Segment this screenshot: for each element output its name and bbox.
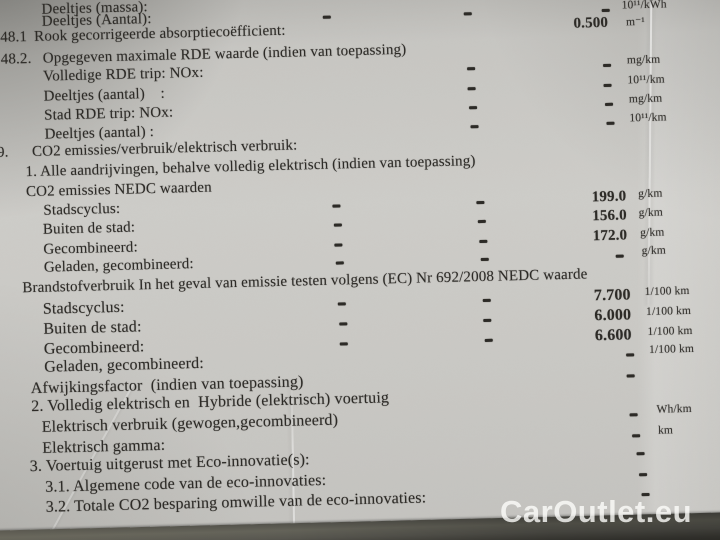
dash-mark-col2: [479, 239, 488, 243]
dash-mark-col1: [339, 322, 348, 326]
row-label: CO2 emissies NEDC waarden: [25, 179, 212, 201]
dash-mark-col1: [332, 204, 341, 208]
row-value: 6.600: [594, 326, 632, 345]
row-label: Deeltjes (aantal) :: [43, 85, 166, 105]
dash-mark-col1: [334, 243, 343, 247]
dash-mark-col2: [467, 87, 476, 90]
row-label: Gecombineerd:: [43, 239, 138, 258]
row-unit: mg/km: [628, 92, 663, 106]
dash-mark-col2: [477, 219, 486, 223]
row-unit: 1/100 km: [648, 342, 695, 356]
dash-mark-col2: [463, 12, 472, 15]
dash-mark-value: [636, 452, 645, 455]
dash-mark-col2: [480, 257, 489, 261]
dash-mark-value: [604, 102, 614, 106]
row-unit: g/km: [638, 187, 663, 201]
dash-mark-col1: [339, 342, 348, 346]
row-label: Geladen, gecombineerd:: [43, 256, 194, 276]
row-unit: 1/100 km: [645, 304, 692, 319]
dash-mark-col2: [484, 338, 493, 342]
watermark: CarOutlet.eu: [500, 494, 693, 529]
dash-mark-col2: [470, 125, 479, 128]
row-number: 48.1: [0, 29, 28, 46]
row-unit: 10¹¹/kWh: [621, 0, 667, 12]
row-value: 6.000: [594, 306, 632, 325]
row-label: Volledige RDE trip: NOx:: [42, 64, 204, 85]
dash-mark-value: [603, 63, 612, 67]
row-unit: g/km: [641, 244, 667, 258]
row-label: Geladen, gecombineerd:: [44, 354, 205, 376]
row-unit: km: [657, 424, 674, 437]
row-label: Stad RDE trip: NOx:: [43, 104, 174, 124]
row-unit: mg/km: [626, 53, 661, 67]
row-number: 9.: [0, 144, 9, 161]
row-unit: Wh/km: [656, 402, 692, 416]
row-value: 7.700: [593, 286, 631, 305]
row-value: 0.500: [573, 14, 609, 32]
dash-mark-col1: [335, 261, 344, 265]
row-unit: g/km: [638, 206, 664, 220]
dash-mark-col2: [476, 200, 485, 204]
dash-mark-col1: [333, 223, 342, 227]
dash-mark-col2: [469, 106, 478, 109]
row-value: 172.0: [592, 227, 628, 245]
row-unit: 1/100 km: [644, 284, 690, 299]
dash-mark-value: [632, 434, 641, 437]
dash-mark-value: [603, 83, 612, 87]
dash-mark-value: [615, 254, 624, 258]
dash-mark-col2: [482, 298, 491, 302]
row-unit: 10¹¹/km: [627, 73, 665, 87]
row-unit: m⁻¹: [625, 15, 646, 29]
dash-mark-value: [606, 121, 615, 125]
dash-mark-col2: [467, 67, 476, 70]
dash-mark-value: [629, 413, 638, 416]
dash-mark-value: [626, 353, 635, 357]
row-value: 199.0: [591, 188, 627, 206]
dash-mark-value: [639, 473, 648, 476]
dash-mark-col1: [337, 302, 346, 306]
row-number: 48.2.: [0, 50, 32, 68]
row-unit: 10¹¹/km: [629, 111, 667, 125]
row-value: 156.0: [592, 207, 627, 225]
row-label: Buiten de stad:: [42, 219, 136, 238]
dash-mark-col1: [322, 15, 331, 19]
dash-mark-col2: [483, 318, 492, 322]
dash-mark-value: [601, 8, 610, 12]
row-label: Stadscyclus:: [42, 298, 125, 318]
row-label: Buiten de stad:: [43, 318, 142, 338]
row-unit: 1/100 km: [647, 324, 693, 338]
dash-mark-value: [626, 374, 635, 378]
row-label: Stadscyclus:: [43, 200, 121, 219]
row-unit: g/km: [640, 226, 665, 240]
